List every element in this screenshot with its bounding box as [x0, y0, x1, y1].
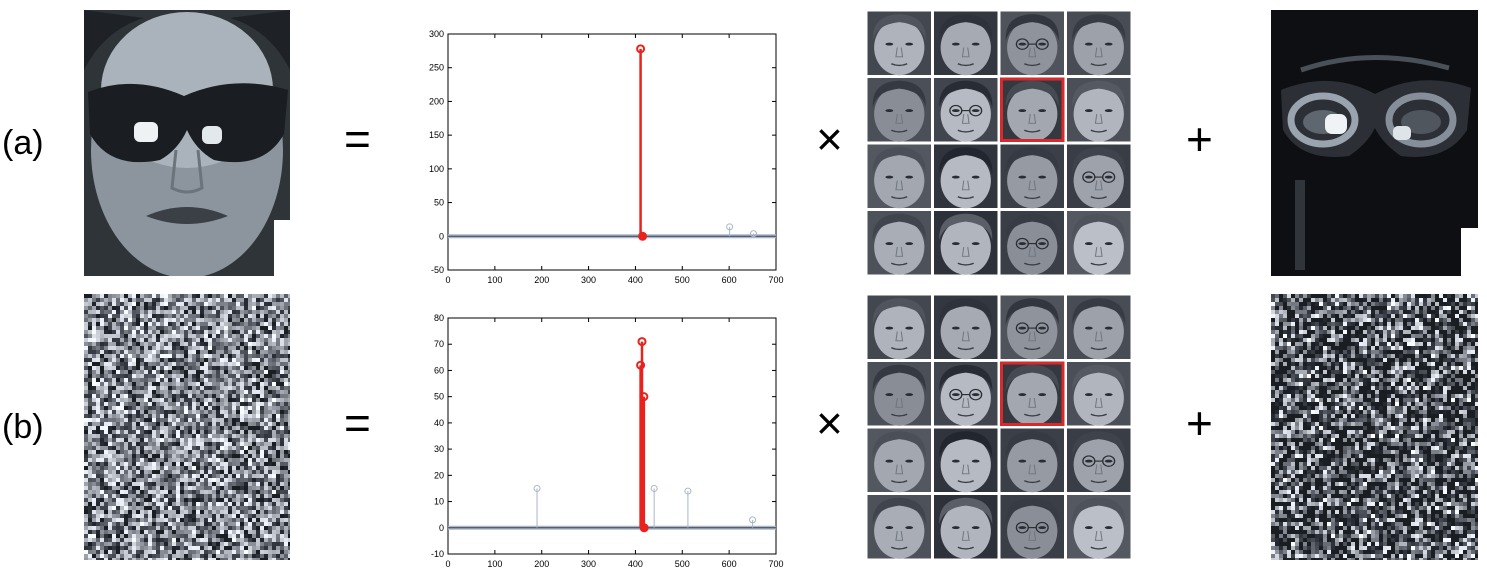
dictionary-face-tile — [1001, 211, 1065, 275]
error-image-sunglasses — [1271, 10, 1478, 276]
x-tick-label: 200 — [534, 275, 549, 285]
dictionary-face-tile — [868, 495, 932, 559]
training-dictionary-grid — [866, 294, 1132, 560]
error-image-noise — [1271, 294, 1478, 560]
dictionary-face-tile — [1001, 495, 1065, 559]
equals-sign: = — [344, 400, 371, 446]
x-tick-label: 400 — [628, 559, 643, 569]
y-tick-label: 0 — [439, 231, 444, 241]
dictionary-face-tile — [934, 362, 998, 426]
x-tick-label: 200 — [534, 559, 549, 569]
dictionary-face-tile — [868, 12, 932, 76]
dictionary-face-tile — [934, 296, 998, 360]
y-tick-label: 30 — [434, 444, 444, 454]
dominant-stem-base — [638, 232, 647, 241]
x-tick-label: 600 — [722, 559, 737, 569]
dictionary-face-tile — [934, 211, 998, 275]
y-tick-label: 60 — [434, 365, 444, 375]
x-tick-label: 700 — [768, 559, 783, 569]
y-tick-label: 80 — [434, 313, 444, 323]
y-tick-label: 200 — [429, 96, 444, 106]
dictionary-face-tile — [1001, 12, 1065, 76]
dictionary-face-tile — [868, 145, 932, 209]
plot-frame — [448, 318, 776, 554]
x-tick-label: 700 — [768, 275, 783, 285]
y-tick-label: 300 — [429, 29, 444, 39]
x-tick-label: 500 — [675, 275, 690, 285]
dictionary-face-tile — [1001, 145, 1065, 209]
plus-sign: + — [1186, 400, 1213, 446]
row-label: (b) — [2, 410, 44, 444]
y-tick-label: 20 — [434, 470, 444, 480]
test-image-sunglasses — [84, 10, 290, 276]
y-tick-label: 40 — [434, 418, 444, 428]
dictionary-face-tile — [1001, 296, 1065, 360]
dictionary-face-tile — [1067, 429, 1131, 493]
dictionary-face-tile — [1001, 362, 1065, 426]
times-sign: × — [816, 116, 843, 162]
dictionary-face-tile — [934, 78, 998, 142]
x-tick-label: 0 — [445, 559, 450, 569]
x-tick-label: 400 — [628, 275, 643, 285]
y-tick-label: 50 — [434, 198, 444, 208]
x-tick-label: 100 — [487, 559, 502, 569]
dictionary-face-tile — [1067, 78, 1131, 142]
dictionary-face-tile — [1067, 296, 1131, 360]
dictionary-face-tile — [934, 12, 998, 76]
x-tick-label: 300 — [581, 559, 596, 569]
dictionary-face-tile — [1001, 78, 1065, 142]
y-tick-label: -50 — [431, 265, 444, 275]
dictionary-face-tile — [868, 211, 932, 275]
plus-sign: + — [1186, 116, 1213, 162]
dictionary-face-tile — [1001, 429, 1065, 493]
times-sign: × — [816, 400, 843, 446]
dictionary-face-tile — [1067, 495, 1131, 559]
dictionary-face-tile — [1067, 362, 1131, 426]
dictionary-face-tile — [1067, 211, 1131, 275]
y-tick-label: 250 — [429, 63, 444, 73]
x-tick-label: 0 — [445, 275, 450, 285]
dominant-stem-base — [640, 523, 649, 532]
equals-sign: = — [344, 116, 371, 162]
y-tick-label: 10 — [434, 497, 444, 507]
x-tick-label: 500 — [675, 559, 690, 569]
dictionary-face-tile — [934, 495, 998, 559]
dictionary-face-tile — [868, 296, 932, 360]
y-tick-label: 70 — [434, 339, 444, 349]
training-dictionary-grid — [866, 10, 1132, 276]
x-tick-label: 600 — [722, 275, 737, 285]
y-tick-label: 0 — [439, 523, 444, 533]
x-tick-label: 100 — [487, 275, 502, 285]
dictionary-face-tile — [934, 429, 998, 493]
dictionary-face-tile — [868, 78, 932, 142]
y-tick-label: 100 — [429, 164, 444, 174]
dictionary-face-tile — [1067, 145, 1131, 209]
test-image-noise — [84, 294, 290, 560]
dictionary-face-tile — [1067, 12, 1131, 76]
y-tick-label: 50 — [434, 392, 444, 402]
y-tick-label: 150 — [429, 130, 444, 140]
dictionary-face-tile — [868, 362, 932, 426]
x-tick-label: 300 — [581, 275, 596, 285]
dictionary-face-tile — [934, 145, 998, 209]
y-tick-label: -10 — [431, 549, 444, 559]
row-label: (a) — [2, 126, 44, 160]
dictionary-face-tile — [868, 429, 932, 493]
